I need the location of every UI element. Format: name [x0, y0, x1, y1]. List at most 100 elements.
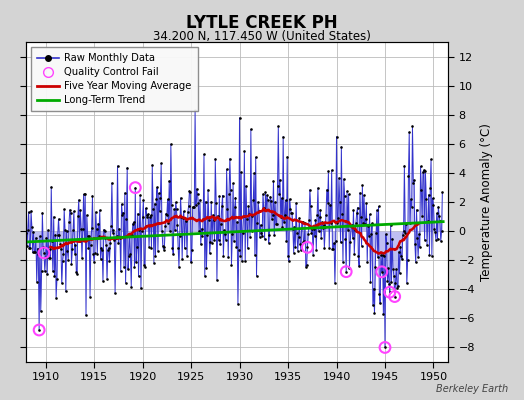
- Point: [335, 199, 344, 206]
- Point: [291, 244, 300, 250]
- Point: [69, 227, 77, 233]
- Point: [95, 232, 103, 239]
- Point: [78, 255, 86, 261]
- Point: [261, 189, 269, 196]
- Legend: Raw Monthly Data, Quality Control Fail, Five Year Moving Average, Long-Term Tren: Raw Monthly Data, Quality Control Fail, …: [31, 47, 198, 111]
- Point: [89, 250, 97, 257]
- Point: [336, 239, 345, 245]
- Point: [181, 215, 190, 221]
- Point: [390, 293, 399, 300]
- Point: [234, 301, 242, 307]
- Point: [436, 218, 444, 225]
- Point: [102, 242, 111, 248]
- Point: [193, 191, 202, 198]
- Point: [226, 156, 234, 162]
- Point: [106, 239, 114, 246]
- Point: [86, 242, 95, 248]
- Point: [249, 197, 257, 203]
- Point: [133, 244, 141, 251]
- Point: [431, 229, 439, 235]
- Point: [264, 197, 272, 204]
- Point: [394, 283, 402, 290]
- Point: [51, 231, 60, 238]
- Point: [268, 212, 277, 218]
- Point: [231, 194, 239, 201]
- Point: [107, 223, 115, 229]
- Point: [274, 183, 282, 189]
- Point: [424, 192, 433, 198]
- Point: [119, 209, 127, 216]
- Point: [162, 210, 170, 217]
- Point: [298, 219, 306, 226]
- Point: [430, 226, 439, 232]
- Point: [235, 114, 244, 121]
- Point: [170, 206, 178, 212]
- Point: [219, 192, 227, 199]
- Point: [339, 258, 347, 265]
- Point: [198, 226, 206, 232]
- Point: [130, 264, 139, 270]
- Point: [359, 220, 367, 226]
- Text: Berkeley Earth: Berkeley Earth: [436, 384, 508, 394]
- Point: [332, 133, 341, 140]
- Point: [432, 210, 441, 216]
- Point: [331, 280, 339, 286]
- Point: [123, 164, 132, 171]
- Point: [267, 198, 275, 204]
- Point: [416, 244, 424, 250]
- Point: [74, 213, 82, 219]
- Point: [296, 240, 304, 247]
- Point: [266, 194, 275, 200]
- Point: [268, 216, 276, 222]
- Point: [340, 176, 348, 182]
- Point: [315, 214, 324, 221]
- Point: [350, 207, 358, 213]
- Point: [67, 210, 75, 216]
- Point: [172, 206, 181, 212]
- Point: [302, 263, 310, 270]
- Point: [120, 264, 128, 270]
- Point: [293, 247, 302, 254]
- Point: [217, 221, 225, 227]
- Point: [231, 204, 239, 210]
- Point: [387, 279, 396, 285]
- Point: [221, 231, 229, 238]
- Point: [37, 268, 46, 274]
- Point: [321, 224, 330, 230]
- Point: [138, 214, 147, 220]
- Point: [201, 273, 209, 279]
- Point: [402, 221, 410, 227]
- Point: [255, 208, 263, 214]
- Text: 34.200 N, 117.450 W (United States): 34.200 N, 117.450 W (United States): [153, 30, 371, 43]
- Point: [366, 279, 375, 286]
- Point: [290, 224, 299, 230]
- Point: [408, 123, 417, 130]
- Point: [283, 154, 291, 160]
- Point: [413, 234, 421, 241]
- Point: [388, 235, 397, 242]
- Point: [276, 177, 284, 183]
- Point: [139, 197, 148, 203]
- Point: [372, 230, 380, 236]
- Point: [355, 263, 363, 270]
- Point: [250, 252, 259, 258]
- Point: [171, 226, 179, 233]
- Point: [389, 265, 397, 272]
- Point: [318, 219, 326, 225]
- Point: [101, 227, 109, 234]
- Point: [201, 198, 210, 205]
- Point: [244, 245, 252, 251]
- Point: [229, 180, 237, 186]
- Point: [232, 244, 241, 250]
- Point: [341, 236, 350, 242]
- Point: [26, 244, 35, 251]
- Point: [241, 258, 249, 265]
- Point: [272, 221, 280, 227]
- Point: [227, 261, 236, 268]
- Point: [435, 213, 443, 219]
- Point: [254, 199, 263, 205]
- Point: [317, 235, 325, 242]
- Point: [387, 222, 395, 229]
- Point: [312, 246, 321, 253]
- Point: [323, 186, 331, 193]
